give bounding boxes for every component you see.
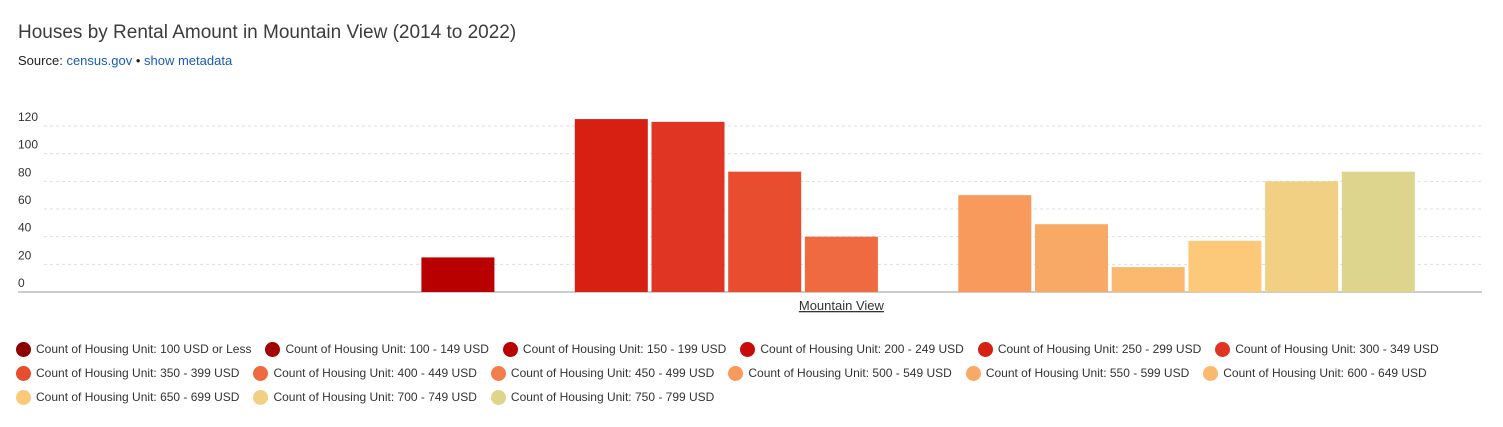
legend-swatch [740,341,756,357]
y-tick-label: 0 [18,276,25,290]
legend-swatch [490,365,506,381]
show-metadata-link[interactable]: show metadata [144,53,233,68]
legend-swatch [1203,365,1219,381]
legend-swatch [253,365,269,381]
legend-label: Count of Housing Unit: 100 - 149 USD [285,342,489,356]
legend-swatch [728,365,744,381]
legend-label: Count of Housing Unit: 350 - 399 USD [36,366,240,380]
bar-15[interactable]: Count of Housing Unit: 750 - 799 USD: 87 [1341,171,1415,292]
bar-chart: 020406080100120Count of Housing Unit: 10… [18,110,1482,313]
legend-item[interactable]: Count of Housing Unit: 550 - 599 USD [965,364,1190,382]
legend-item[interactable]: Count of Housing Unit: 400 - 449 USD [253,364,477,382]
y-tick-label: 40 [18,221,32,235]
legend-label: Count of Housing Unit: 250 - 299 USD [997,342,1202,356]
legend-swatch [253,389,269,405]
legend-swatch [977,341,993,357]
legend-label: Count of Housing Unit: 600 - 649 USD [1223,366,1427,380]
legend-item[interactable]: Count of Housing Unit: 650 - 699 USD [16,388,239,406]
legend-item[interactable]: Count of Housing Unit: 300 - 349 USD [1215,340,1439,358]
y-tick-label: 120 [18,110,38,124]
bar-14[interactable]: Count of Housing Unit: 700 - 749 USD: 80 [1265,181,1339,292]
legend-item[interactable]: Count of Housing Unit: 100 - 149 USD [265,340,489,358]
legend-label: Count of Housing Unit: 150 - 199 USD [522,342,727,356]
legend-item[interactable]: Count of Housing Unit: 200 - 249 USD [740,340,964,358]
legend-swatch [16,389,31,405]
chart-title: Houses by Rental Amount in Mountain View… [18,22,517,43]
legend-label: Count of Housing Unit: 400 - 449 USD [273,366,477,380]
bar-12[interactable]: Count of Housing Unit: 600 - 649 USD: 18 [1111,267,1185,292]
legend-swatch [490,389,506,405]
y-tick-label: 80 [18,165,32,179]
legend-item[interactable]: Count of Housing Unit: 100 USD or Less [16,340,251,358]
legend-item[interactable]: Count of Housing Unit: 750 - 799 USD [490,388,715,406]
legend-swatch [265,341,281,357]
bar-10[interactable]: Count of Housing Unit: 500 - 549 USD: 70 [958,195,1032,292]
legend-item[interactable]: Count of Housing Unit: 450 - 499 USD [490,364,715,382]
bar-6[interactable]: Count of Housing Unit: 300 - 349 USD: 12… [651,121,725,292]
legend-label: Count of Housing Unit: 700 - 749 USD [273,390,477,404]
legend-swatch [965,365,981,381]
bar-5[interactable]: Count of Housing Unit: 250 - 299 USD: 12… [574,119,648,292]
source-prefix: Source: [18,53,63,68]
legend-swatch [16,341,31,357]
y-tick-label: 20 [18,248,32,262]
legend-label: Count of Housing Unit: 100 USD or Less [36,342,252,356]
legend-label: Count of Housing Unit: 750 - 799 USD [510,390,715,404]
legend-label: Count of Housing Unit: 650 - 699 USD [36,390,240,404]
legend-label: Count of Housing Unit: 450 - 499 USD [510,366,715,380]
bar-11[interactable]: Count of Housing Unit: 550 - 599 USD: 49 [1035,224,1108,292]
legend-label: Count of Housing Unit: 300 - 349 USD [1235,342,1439,356]
y-tick-label: 60 [18,193,32,207]
legend-label: Count of Housing Unit: 200 - 249 USD [760,342,964,356]
legend-item[interactable]: Count of Housing Unit: 350 - 399 USD [16,364,239,382]
y-tick-label: 100 [18,138,38,152]
source-separator: • [135,53,141,68]
legend-swatch [502,341,518,357]
legend-item[interactable]: Count of Housing Unit: 500 - 549 USD [728,364,952,382]
bar-3[interactable]: Count of Housing Unit: 150 - 199 USD: 25 [421,257,495,292]
legend-item[interactable]: Count of Housing Unit: 250 - 299 USD [977,340,1202,358]
source-line: Source: census.gov • show metadata [18,53,232,68]
legend-swatch [1215,341,1231,357]
legend-label: Count of Housing Unit: 550 - 599 USD [985,366,1190,380]
legend-label: Count of Housing Unit: 500 - 549 USD [748,366,952,380]
chart-legend: Count of Housing Unit: 100 USD or Less Co… [16,340,1486,406]
bar-8[interactable]: Count of Housing Unit: 400 - 449 USD: 40 [804,236,878,292]
legend-item[interactable]: Count of Housing Unit: 700 - 749 USD [253,388,477,406]
x-category-label[interactable]: Mountain View [799,298,885,313]
legend-item[interactable]: Count of Housing Unit: 600 - 649 USD [1203,364,1427,382]
bar-13[interactable]: Count of Housing Unit: 650 - 699 USD: 37 [1188,240,1262,292]
bar-7[interactable]: Count of Housing Unit: 350 - 399 USD: 87 [728,171,802,292]
legend-item[interactable]: Count of Housing Unit: 150 - 199 USD [502,340,727,358]
legend-swatch [16,365,31,381]
source-link[interactable]: census.gov [66,53,133,68]
